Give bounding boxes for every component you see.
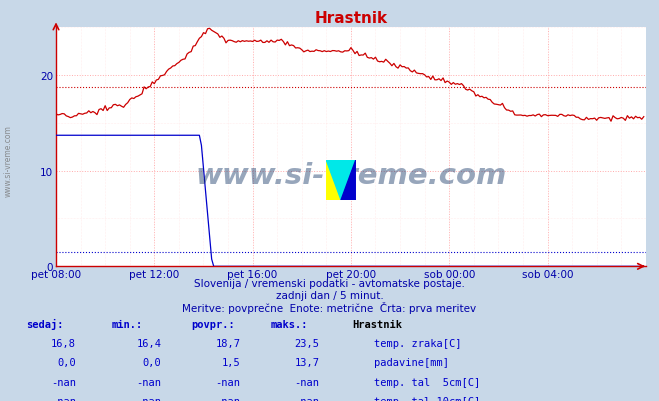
Text: -nan: -nan [51, 396, 76, 401]
Text: -nan: -nan [295, 396, 320, 401]
Text: -nan: -nan [215, 377, 241, 387]
Text: padavine[mm]: padavine[mm] [374, 357, 449, 367]
Text: temp. tal 10cm[C]: temp. tal 10cm[C] [374, 396, 480, 401]
Text: www.si-vreme.com: www.si-vreme.com [195, 162, 507, 190]
Text: povpr.:: povpr.: [191, 319, 235, 329]
Text: zadnji dan / 5 minut.: zadnji dan / 5 minut. [275, 291, 384, 301]
Text: 23,5: 23,5 [295, 338, 320, 348]
Text: -nan: -nan [51, 377, 76, 387]
Text: Hrastnik: Hrastnik [353, 319, 403, 329]
Text: 0,0: 0,0 [57, 357, 76, 367]
Text: temp. zraka[C]: temp. zraka[C] [374, 338, 461, 348]
Text: -nan: -nan [295, 377, 320, 387]
Polygon shape [326, 160, 341, 200]
Text: maks.:: maks.: [270, 319, 308, 329]
Polygon shape [326, 160, 356, 200]
Text: 1,5: 1,5 [222, 357, 241, 367]
Text: temp. tal  5cm[C]: temp. tal 5cm[C] [374, 377, 480, 387]
Text: 13,7: 13,7 [295, 357, 320, 367]
Text: 16,8: 16,8 [51, 338, 76, 348]
Text: 0,0: 0,0 [143, 357, 161, 367]
Text: sedaj:: sedaj: [26, 318, 64, 329]
Text: Meritve: povprečne  Enote: metrične  Črta: prva meritev: Meritve: povprečne Enote: metrične Črta:… [183, 301, 476, 313]
Polygon shape [341, 160, 356, 200]
Text: Slovenija / vremenski podatki - avtomatske postaje.: Slovenija / vremenski podatki - avtomats… [194, 279, 465, 289]
Text: -nan: -nan [136, 377, 161, 387]
Text: -nan: -nan [136, 396, 161, 401]
Text: -nan: -nan [215, 396, 241, 401]
Text: www.si-vreme.com: www.si-vreme.com [3, 125, 13, 196]
Text: 18,7: 18,7 [215, 338, 241, 348]
Title: Hrastnik: Hrastnik [314, 10, 387, 26]
Text: min.:: min.: [112, 319, 143, 329]
Text: 16,4: 16,4 [136, 338, 161, 348]
